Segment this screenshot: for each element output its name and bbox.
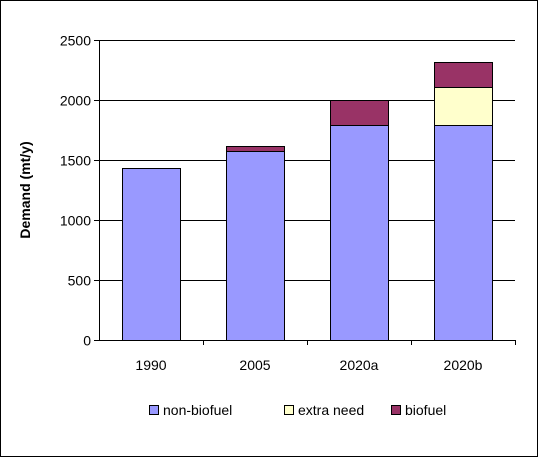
legend-swatch — [391, 405, 401, 415]
legend-label: biofuel — [405, 402, 446, 418]
bar-segment-non-biofuel — [226, 151, 285, 341]
bar-segment-biofuel — [434, 62, 493, 88]
y-ticks: 0 500 1000 1500 2000 2500 — [60, 33, 99, 349]
x-tick-label: 2020a — [340, 357, 379, 373]
bar-segment-extra-need — [434, 87, 493, 126]
bar-segment-non-biofuel — [122, 168, 181, 341]
legend-label: non-biofuel — [163, 402, 232, 418]
x-tick-label: 2020b — [444, 357, 483, 373]
bar-segment-biofuel — [226, 146, 285, 152]
y-tick-label: 500 — [68, 273, 92, 289]
bar-segment-non-biofuel — [330, 125, 389, 341]
bars — [122, 62, 493, 341]
y-tick-label: 2000 — [60, 93, 91, 109]
legend: non-biofuel extra need biofuel — [149, 402, 446, 418]
y-tick-label: 1000 — [60, 213, 91, 229]
legend-label: extra need — [298, 402, 364, 418]
bar-segment-non-biofuel — [434, 125, 493, 341]
x-tick-label: 2005 — [239, 357, 270, 373]
y-tick-label: 0 — [83, 333, 91, 349]
y-tick-label: 2500 — [60, 33, 91, 49]
legend-swatch — [149, 405, 159, 415]
legend-swatch — [284, 405, 294, 415]
y-axis-title: Demand (mt/y) — [17, 141, 33, 238]
y-tick-label: 1500 — [60, 153, 91, 169]
x-ticks: 1990 2005 2020a 2020b — [135, 340, 516, 373]
bar-segment-biofuel — [330, 100, 389, 126]
x-tick-label: 1990 — [135, 357, 166, 373]
